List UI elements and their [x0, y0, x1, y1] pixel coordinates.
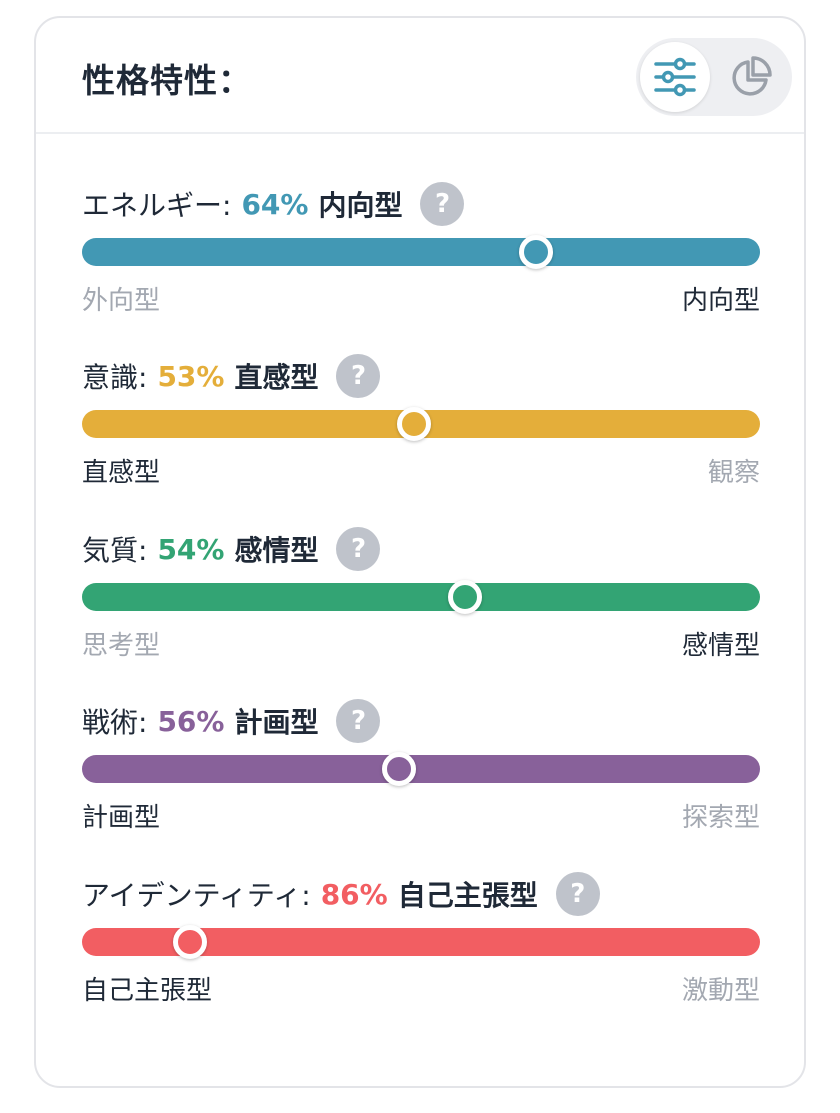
help-icon[interactable]: ?: [336, 354, 381, 398]
trait-label: アイデンティティ: 86% 自己主張型 ?: [82, 872, 600, 916]
trait-name: アイデンティティ:: [82, 879, 311, 912]
trait-type: 感情型: [234, 534, 319, 567]
right-pole-label: 観察: [707, 458, 760, 488]
trait-name: エネルギー:: [82, 189, 232, 222]
help-icon[interactable]: ?: [555, 872, 600, 916]
left-pole-label: 計画型: [82, 803, 161, 833]
right-pole-label: 探索型: [681, 803, 760, 833]
left-pole-label: 外向型: [82, 286, 161, 316]
trait-percent: 53%: [157, 359, 225, 393]
right-pole-label: 激動型: [681, 976, 760, 1006]
trait-slider-knob[interactable]: [519, 235, 554, 269]
trait-identity: アイデンティティ: 86% 自己主張型 ? 自己主張型 激動型: [82, 872, 760, 1022]
trait-label: 気質: 54% 感情型 ?: [82, 527, 381, 571]
help-icon[interactable]: ?: [336, 527, 381, 571]
view-toggle: [636, 38, 792, 116]
help-icon[interactable]: ?: [420, 182, 465, 226]
trait-slider-knob[interactable]: [397, 407, 432, 441]
trait-name: 戦術:: [82, 706, 148, 739]
trait-percent: 64%: [241, 187, 309, 221]
pie-chart-icon: [732, 56, 772, 96]
trait-percent: 54%: [157, 532, 225, 566]
trait-slider-knob[interactable]: [448, 580, 483, 614]
left-pole-label: 自己主張型: [82, 976, 213, 1006]
left-pole-label: 直感型: [82, 458, 161, 488]
trait-type: 計画型: [234, 706, 319, 739]
right-pole-label: 内向型: [681, 286, 760, 316]
sliders-icon: [654, 57, 696, 97]
pie-view-button[interactable]: [716, 42, 786, 112]
trait-label: 意識: 53% 直感型 ?: [82, 354, 381, 398]
trait-percent: 56%: [157, 704, 225, 738]
trait-type: 内向型: [318, 189, 403, 222]
left-pole-label: 思考型: [82, 631, 161, 661]
trait-mind: 意識: 53% 直感型 ? 直感型 観察: [82, 354, 760, 504]
trait-tactics: 戦術: 56% 計画型 ? 計画型 探索型: [82, 699, 760, 849]
trait-track: [82, 583, 760, 611]
trait-slider-knob[interactable]: [173, 925, 208, 959]
trait-name: 意識:: [82, 361, 148, 394]
trait-energy: エネルギー: 64% 内向型 ? 外向型 内向型: [82, 182, 760, 332]
trait-slider-knob[interactable]: [381, 752, 416, 786]
personality-traits-card: 性格特性：: [34, 16, 806, 1088]
trait-track: [82, 238, 760, 266]
help-icon[interactable]: ?: [336, 699, 381, 743]
trait-nature: 気質: 54% 感情型 ? 思考型 感情型: [82, 527, 760, 677]
card-title: 性格特性：: [82, 61, 252, 100]
trait-type: 直感型: [234, 361, 319, 394]
right-pole-label: 感情型: [681, 631, 760, 661]
trait-label: 戦術: 56% 計画型 ?: [82, 699, 381, 743]
trait-percent: 86%: [320, 877, 388, 911]
trait-type: 自己主張型: [397, 879, 538, 912]
trait-name: 気質:: [82, 534, 148, 567]
trait-label: エネルギー: 64% 内向型 ?: [82, 182, 465, 226]
sliders-view-button[interactable]: [640, 42, 710, 112]
trait-track: [82, 755, 760, 783]
card-header: 性格特性：: [36, 18, 804, 134]
